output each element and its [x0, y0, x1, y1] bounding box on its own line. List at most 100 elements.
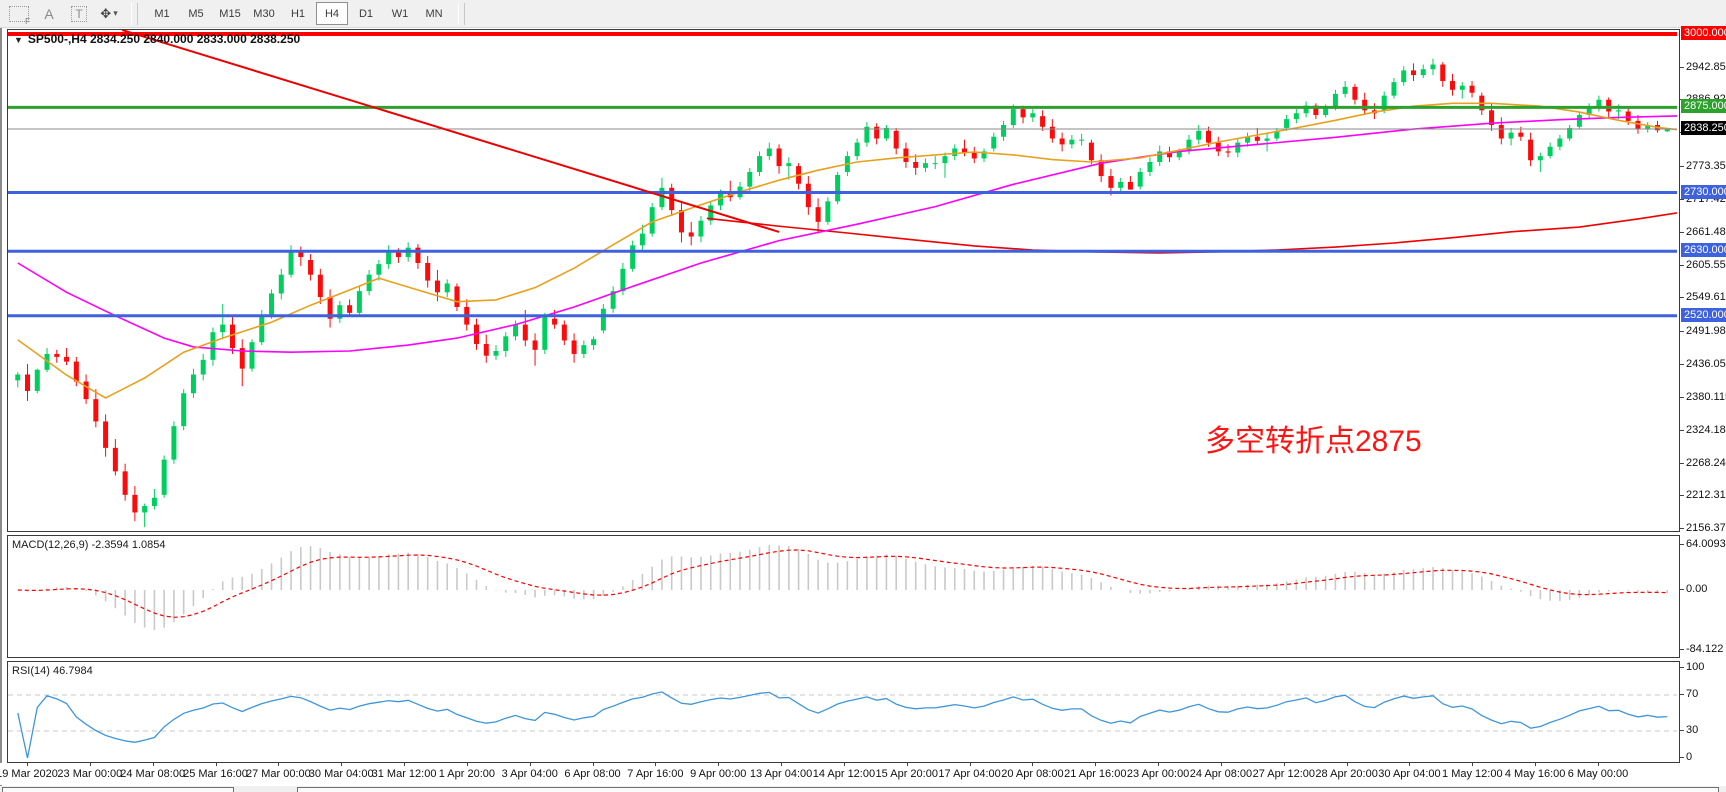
axis-tick-label: 2380.115 — [1686, 390, 1726, 403]
main-chart-panel[interactable] — [7, 29, 1680, 532]
time-axis-label: 15 Apr 20:00 — [875, 768, 938, 780]
time-axis-label: 25 Mar 16:00 — [183, 768, 248, 780]
axis-tick-label: 2324.180 — [1686, 423, 1726, 436]
timeframe-button-h1[interactable]: H1 — [290, 7, 306, 20]
time-axis-tick — [529, 763, 531, 766]
axis-tick-label: 0 — [1686, 751, 1693, 763]
axis-tick-label: 100 — [1686, 661, 1705, 673]
candle — [308, 260, 314, 275]
toolbar-handle-icon[interactable]: F — [5, 2, 33, 26]
axis-tick — [1680, 198, 1684, 200]
candle — [1010, 109, 1016, 125]
macd-plot — [17, 545, 1669, 630]
axis-tick — [1680, 649, 1684, 650]
candle — [1420, 69, 1426, 76]
candle — [903, 148, 909, 162]
candle — [15, 374, 21, 381]
candle — [893, 130, 899, 149]
time-axis-tick — [152, 763, 154, 766]
cursor-tool-caret-icon[interactable]: ▾ — [113, 8, 118, 18]
candle — [883, 127, 889, 139]
candle — [1284, 119, 1290, 128]
time-axis-tick — [89, 763, 91, 766]
candle — [425, 262, 431, 281]
axis-tick — [1680, 495, 1684, 497]
timeframe-button-h4[interactable]: H4 — [316, 2, 348, 25]
candle — [1118, 181, 1124, 188]
candle — [454, 286, 460, 307]
candle — [1225, 151, 1231, 153]
candle — [1576, 115, 1582, 127]
candle — [1098, 160, 1104, 177]
font-tool-button[interactable]: A — [35, 2, 63, 25]
candle — [786, 163, 792, 167]
axis-tick-label: 2436.050 — [1686, 358, 1726, 371]
candle — [1088, 142, 1094, 161]
price-badge: 2875.000 — [1681, 99, 1726, 114]
axis-tick — [1680, 264, 1684, 266]
time-axis-label: 1 May 12:00 — [1442, 768, 1503, 780]
time-axis-tick — [1283, 763, 1285, 766]
timeframe-button-m5[interactable]: M5 — [188, 7, 204, 20]
cursor-tool-icon: ✥ — [100, 5, 112, 21]
candle — [483, 343, 489, 356]
price-badge: 2630.000 — [1681, 243, 1726, 258]
timeframe-button-m15[interactable]: M15 — [219, 7, 241, 20]
candle — [1157, 151, 1163, 162]
time-axis-tick — [592, 763, 594, 766]
time-axis[interactable]: 19 Mar 2020 23 Mar 00:00 24 Mar 08:00 25 Ma… — [0, 763, 1726, 785]
time-axis-tick — [655, 763, 657, 766]
candle — [922, 163, 928, 168]
candle — [1323, 107, 1329, 116]
timeframe-button-d1[interactable]: D1 — [358, 7, 374, 20]
time-axis-tick — [278, 763, 280, 766]
candle — [561, 324, 567, 341]
axis-tick-label: 30 — [1686, 724, 1699, 736]
candle — [347, 305, 353, 313]
time-axis-tick — [1598, 763, 1599, 766]
timeframe-button-mn[interactable]: MN — [425, 7, 443, 20]
rsi-panel[interactable] — [7, 661, 1680, 763]
docked-window-edge — [297, 787, 1719, 792]
candle — [1264, 138, 1270, 141]
candle — [1625, 111, 1631, 121]
candle — [337, 305, 343, 319]
time-axis-tick — [1095, 763, 1097, 766]
candle — [1606, 99, 1612, 112]
macd-panel[interactable] — [7, 535, 1680, 658]
time-axis-label: 24 Apr 08:00 — [1189, 768, 1253, 780]
time-axis-label: 3 Apr 04:00 — [501, 768, 558, 780]
timeframe-button-w1[interactable]: W1 — [391, 7, 409, 20]
time-axis-tick — [1535, 763, 1537, 766]
time-axis-tick — [906, 763, 908, 766]
time-axis-label: 24 Mar 08:00 — [120, 768, 186, 780]
candle — [649, 207, 655, 234]
time-axis-label: 23 Apr 00:00 — [1126, 768, 1190, 780]
rsi-label: RSI(14) 46.7984 — [12, 665, 93, 677]
candle — [298, 251, 304, 258]
candle — [1313, 105, 1319, 116]
candle — [317, 274, 323, 298]
candle — [698, 220, 704, 237]
price-badge: 3000.000 — [1681, 26, 1726, 40]
price-scale[interactable]: 2942.8552886.9202830.9852773.3552717.420… — [1680, 26, 1726, 763]
trendline — [121, 30, 780, 233]
candle — [278, 274, 284, 294]
candle — [239, 348, 245, 369]
candle — [1469, 85, 1475, 93]
candle — [522, 324, 528, 341]
timeframe-button-m30[interactable]: M30 — [253, 7, 275, 20]
candle — [1176, 151, 1182, 158]
text-label-tool-button[interactable]: T — [65, 2, 93, 25]
axis-tick-label: 2549.615 — [1686, 291, 1726, 304]
candle — [395, 252, 401, 258]
candle — [581, 345, 587, 354]
chart-collapse-arrow-icon[interactable]: ▼ — [14, 35, 23, 45]
candle — [434, 280, 440, 293]
time-axis-label: 19 Mar 2020 — [0, 768, 58, 780]
candle — [1274, 130, 1280, 139]
chart-annotation-text: 多空转折点2875 — [1205, 425, 1422, 458]
cursor-tool-button[interactable]: ✥ ▾ — [95, 2, 123, 25]
axis-tick — [1680, 364, 1684, 366]
timeframe-button-m1[interactable]: M1 — [154, 7, 170, 20]
